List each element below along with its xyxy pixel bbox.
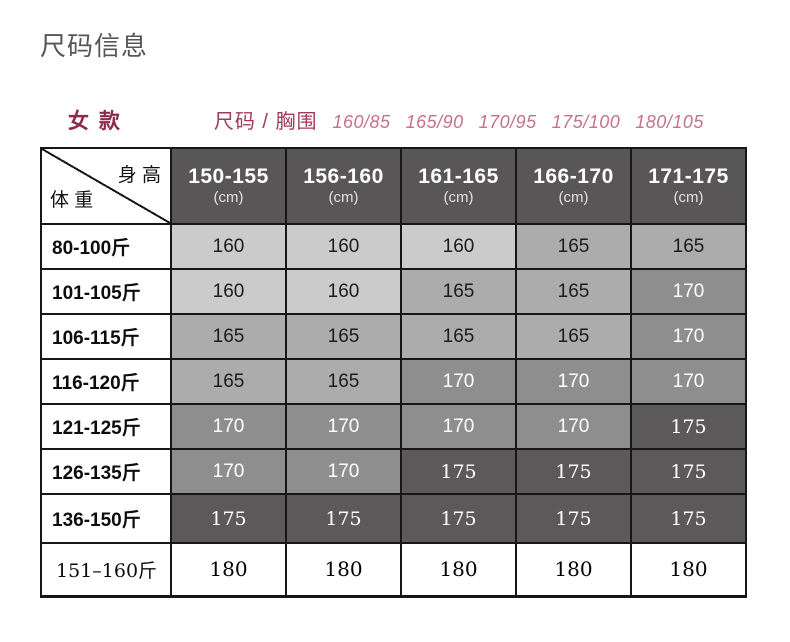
size-cell: 165 — [400, 268, 517, 315]
size-cell: 160 — [400, 223, 517, 270]
size-cell: 170 — [400, 358, 517, 405]
table-row: 121-125斤 170 170 170 170 175 — [40, 403, 747, 450]
subheader: 女 款 尺码 / 胸围 160/85 165/90 170/95 175/100… — [40, 105, 790, 135]
size-cell: 170 — [630, 358, 747, 405]
row-label: 101-105斤 — [40, 268, 172, 315]
size-bust-pair: 175/100 — [551, 112, 621, 132]
size-cell: 175 — [515, 448, 632, 495]
size-cell: 170 — [515, 403, 632, 450]
size-cell: 160 — [285, 268, 402, 315]
height-unit: (cm) — [673, 189, 704, 207]
size-cell: 175 — [400, 493, 517, 544]
height-range: 166-170 — [533, 165, 614, 189]
size-cell: 180 — [170, 542, 287, 597]
size-cell: 170 — [515, 358, 632, 405]
size-cell: 170 — [285, 448, 402, 495]
gender-label: 女 款 — [68, 110, 122, 133]
size-cell: 180 — [400, 542, 517, 597]
size-bust-label: 尺码 / 胸围 — [213, 111, 318, 133]
size-cell: 180 — [285, 542, 402, 597]
height-range: 150-155 — [188, 165, 269, 189]
height-axis-label: 身 高 — [117, 165, 161, 186]
size-cell: 165 — [515, 268, 632, 315]
row-label: 136-150斤 — [40, 493, 172, 544]
weight-axis-label: 体 重 — [50, 190, 94, 211]
size-cell: 160 — [170, 223, 287, 270]
row-label: 151–160斤 — [40, 542, 172, 597]
size-cell: 170 — [170, 403, 287, 450]
column-header: 156-160 (cm) — [285, 147, 402, 225]
size-chart-table: 身 高 体 重 150-155 (cm) 156-160 (cm) 161-16… — [40, 147, 747, 598]
height-range: 171-175 — [648, 165, 729, 189]
row-label: 126-135斤 — [40, 448, 172, 495]
size-cell: 175 — [170, 493, 287, 544]
height-unit: (cm) — [443, 189, 474, 207]
row-label: 121-125斤 — [40, 403, 172, 450]
table-row: 106-115斤 165 165 165 165 170 — [40, 313, 747, 360]
height-range: 156-160 — [303, 165, 384, 189]
size-cell: 175 — [515, 493, 632, 544]
header-row: 身 高 体 重 150-155 (cm) 156-160 (cm) 161-16… — [40, 147, 747, 225]
height-unit: (cm) — [328, 189, 359, 207]
size-cell: 170 — [285, 403, 402, 450]
size-cell: 175 — [630, 403, 747, 450]
size-cell: 165 — [285, 313, 402, 360]
size-cell: 165 — [285, 358, 402, 405]
size-cell: 165 — [630, 223, 747, 270]
size-bust-pair: 165/90 — [405, 112, 464, 132]
table-row: 80-100斤 160 160 160 165 165 — [40, 223, 747, 270]
row-label: 80-100斤 — [40, 223, 172, 270]
size-cell: 165 — [515, 313, 632, 360]
size-cell: 170 — [630, 313, 747, 360]
column-header: 166-170 (cm) — [515, 147, 632, 225]
table-row: 116-120斤 165 165 170 170 170 — [40, 358, 747, 405]
size-cell: 175 — [285, 493, 402, 544]
table-row: 136-150斤 175 175 175 175 175 — [40, 493, 747, 544]
size-bust-pair: 180/105 — [635, 112, 704, 132]
size-cell: 175 — [630, 493, 747, 544]
table-row: 151–160斤 180 180 180 180 180 — [40, 542, 747, 597]
size-bust-pair: 170/95 — [478, 112, 537, 132]
size-cell: 175 — [400, 448, 517, 495]
size-cell: 160 — [285, 223, 402, 270]
size-cell: 175 — [630, 448, 747, 495]
size-cell: 165 — [400, 313, 517, 360]
size-cell: 165 — [170, 358, 287, 405]
column-header: 150-155 (cm) — [170, 147, 287, 225]
size-cell: 165 — [515, 223, 632, 270]
table-row: 101-105斤 160 160 165 165 170 — [40, 268, 747, 315]
page-title: 尺码信息 — [40, 31, 149, 61]
table-row: 126-135斤 170 170 175 175 175 — [40, 448, 747, 495]
column-header: 171-175 (cm) — [630, 147, 747, 225]
corner-cell: 身 高 体 重 — [40, 147, 172, 225]
height-unit: (cm) — [558, 189, 589, 207]
size-cell: 180 — [630, 542, 747, 597]
height-range: 161-165 — [418, 165, 499, 189]
size-cell: 170 — [630, 268, 747, 315]
size-cell: 180 — [515, 542, 632, 597]
size-cell: 160 — [170, 268, 287, 315]
row-label: 116-120斤 — [40, 358, 172, 405]
height-unit: (cm) — [213, 189, 244, 207]
row-label: 106-115斤 — [40, 313, 172, 360]
size-cell: 170 — [170, 448, 287, 495]
column-header: 161-165 (cm) — [400, 147, 517, 225]
size-cell: 170 — [400, 403, 517, 450]
size-bust-pair: 160/85 — [332, 112, 391, 132]
size-cell: 165 — [170, 313, 287, 360]
